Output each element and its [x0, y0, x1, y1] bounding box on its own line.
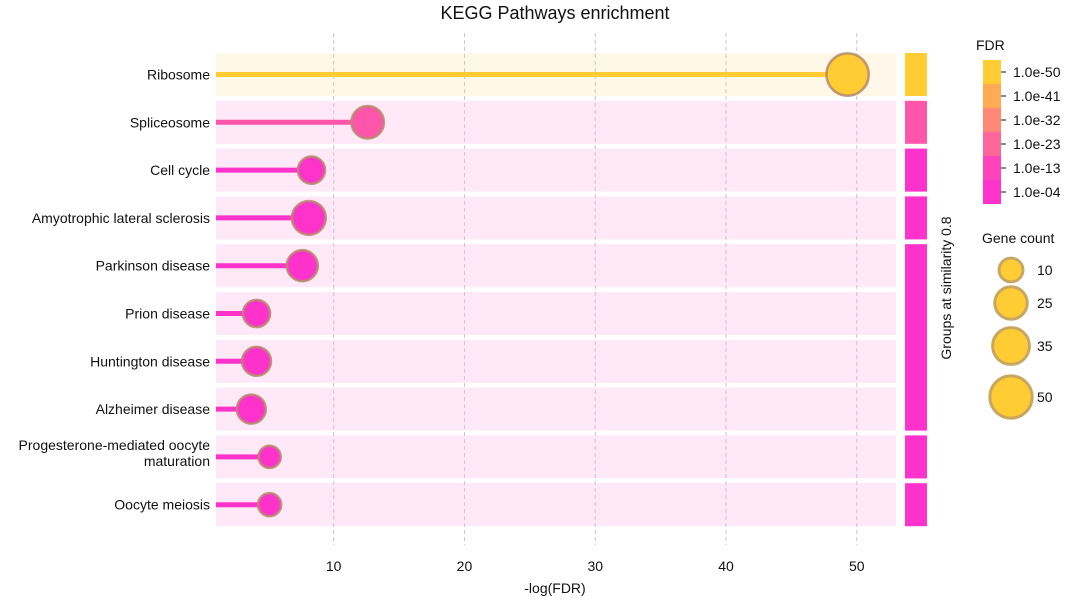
group-bar-label: Groups at similarity 0.8 [938, 216, 954, 359]
fdr-legend-title: FDR [976, 37, 1005, 53]
lollipop-marker [240, 345, 273, 378]
x-tick-labels: 10 20 30 40 50 [326, 558, 865, 574]
lollipop-marker [256, 491, 283, 518]
group-bar [905, 148, 927, 192]
row-background [216, 196, 896, 240]
lollipop-marker [257, 444, 283, 470]
lollipop-marker [241, 298, 272, 329]
gene-count-legend-marker [993, 285, 1029, 321]
fdr-legend-swatch [983, 156, 1001, 180]
fdr-legend-swatch [983, 132, 1001, 156]
lollipop-marker [825, 52, 870, 97]
group-bars [905, 53, 927, 527]
gene-count-legend: Gene count 10 25 35 50 [982, 230, 1054, 420]
gene-count-legend-label: 50 [1037, 389, 1053, 405]
category-label: Progesterone-mediated oocyte maturation [19, 437, 211, 469]
gene-count-legend-label: 10 [1037, 262, 1053, 278]
group-bar [905, 483, 927, 527]
category-label: Parkinson disease [96, 258, 211, 274]
fdr-legend-label: 1.0e-04 [1013, 184, 1061, 200]
lollipop-marker [285, 248, 320, 283]
gene-count-legend-marker [991, 326, 1031, 366]
x-axis-label: -log(FDR) [524, 580, 585, 596]
fdr-legend: FDR 1.0e-50 1.0e-41 1.0e-32 1.0e-23 1.0e-13 1… [976, 37, 1061, 204]
category-label: Amyotrophic lateral sclerosis [32, 210, 210, 226]
row-background [216, 292, 896, 335]
category-label: Prion disease [125, 306, 210, 322]
row-background [216, 483, 896, 527]
gene-count-legend-label: 25 [1037, 295, 1053, 311]
chart-title: KEGG Pathways enrichment [440, 3, 669, 23]
fdr-legend-swatch [983, 84, 1001, 108]
group-bar [905, 244, 927, 431]
x-tick-label: 30 [587, 558, 603, 574]
fdr-legend-swatch [983, 180, 1001, 204]
gene-count-legend-label: 35 [1037, 338, 1053, 354]
gene-count-legend-marker [988, 374, 1034, 420]
gridlines [333, 33, 858, 545]
x-tick-label: 50 [849, 558, 865, 574]
group-bar [905, 53, 927, 96]
lollipop-marker [296, 155, 327, 185]
category-label: Ribosome [147, 67, 210, 83]
fdr-legend-label: 1.0e-13 [1013, 160, 1061, 176]
category-label: Alzheimer disease [96, 401, 211, 417]
row-background [216, 339, 896, 383]
fdr-legend-label: 1.0e-23 [1013, 136, 1061, 152]
lollipop-marker [290, 199, 328, 237]
row-background [216, 244, 896, 288]
category-label: Cell cycle [150, 162, 210, 178]
category-label: Oocyte meiosis [114, 497, 210, 513]
fdr-legend-swatch [983, 60, 1001, 84]
category-label-line: Progesterone-mediated oocyte [19, 437, 211, 453]
row-background [216, 387, 896, 431]
row-backgrounds [216, 53, 896, 527]
row-background [216, 435, 896, 479]
fdr-legend-label: 1.0e-50 [1013, 64, 1061, 80]
category-label: Spliceosome [130, 114, 210, 130]
category-label-line: maturation [144, 453, 210, 469]
fdr-legend-label: 1.0e-41 [1013, 88, 1061, 104]
lollipop-markers [235, 52, 870, 518]
fdr-legend-swatch [983, 108, 1001, 132]
group-bar [905, 196, 927, 240]
gene-count-legend-title: Gene count [982, 230, 1054, 246]
x-tick-label: 20 [457, 558, 473, 574]
category-label: Huntington disease [90, 353, 210, 369]
x-tick-label: 10 [326, 558, 342, 574]
gene-count-legend-marker [997, 256, 1025, 284]
fdr-legend-label: 1.0e-32 [1013, 112, 1061, 128]
group-bar [905, 435, 927, 479]
lollipop-marker [235, 393, 268, 425]
category-labels: Ribosome Spliceosome Cell cycle Amyotrophic… [19, 67, 211, 513]
lollipop-marker [350, 104, 386, 140]
group-bar [905, 100, 927, 144]
row-background [216, 148, 896, 192]
x-tick-label: 40 [718, 558, 734, 574]
